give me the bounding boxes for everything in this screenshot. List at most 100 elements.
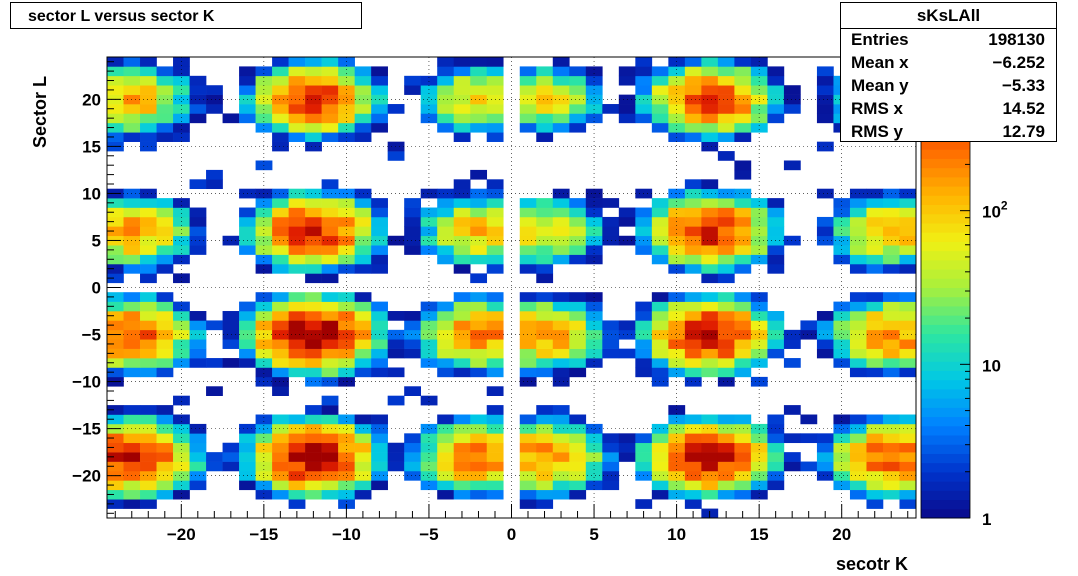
heatmap-cell <box>816 216 834 227</box>
palette-swatch <box>921 296 970 307</box>
palette-swatch <box>921 370 970 381</box>
heatmap-cell <box>305 66 322 77</box>
heatmap-cell <box>651 339 669 349</box>
heatmap-cell <box>701 216 719 227</box>
heatmap-cell <box>882 339 900 349</box>
heatmap-cell <box>107 320 124 331</box>
heatmap-cell <box>552 348 570 359</box>
heatmap-cell <box>420 452 438 462</box>
heatmap-cell <box>882 198 900 208</box>
heatmap-cell <box>107 311 124 321</box>
heatmap-cell <box>882 263 900 274</box>
heatmap-cell <box>717 414 735 425</box>
heatmap-cell <box>486 66 504 77</box>
heatmap-cell <box>486 442 504 453</box>
heatmap-cell <box>635 226 653 237</box>
heatmap-cell <box>866 489 884 500</box>
heatmap-cell <box>536 254 554 265</box>
heatmap-cell <box>800 414 818 425</box>
heatmap-cell <box>387 235 405 246</box>
heatmap-cell <box>107 405 124 415</box>
heatmap-cell <box>470 292 488 302</box>
heatmap-cell <box>668 235 686 246</box>
heatmap-cell <box>453 358 471 368</box>
heatmap-cell <box>651 470 669 481</box>
heatmap-cell <box>437 358 455 368</box>
heatmap-cell <box>602 480 620 491</box>
heatmap-cell <box>519 489 537 500</box>
heatmap-cell <box>288 188 306 199</box>
heatmap-cell <box>305 470 322 481</box>
heatmap-cell <box>239 104 256 114</box>
heatmap-cell <box>321 94 339 105</box>
heatmap-cell <box>552 489 570 500</box>
heatmap-cell <box>189 235 207 246</box>
heatmap-cell <box>173 339 190 349</box>
heatmap-cell <box>371 245 388 255</box>
heatmap-cell <box>305 226 322 237</box>
heatmap-cell <box>206 179 223 190</box>
heatmap-cell <box>899 461 917 472</box>
heatmap-cell <box>272 470 289 481</box>
heatmap-cell <box>140 367 157 378</box>
heatmap-cell <box>453 132 471 142</box>
heatmap-cell <box>321 311 339 321</box>
heatmap-cell <box>288 311 306 321</box>
heatmap-cell <box>684 75 702 86</box>
heatmap-cell <box>156 311 174 321</box>
heatmap-cell <box>750 66 768 77</box>
heatmap-cell <box>321 452 339 462</box>
heatmap-cell <box>453 452 471 462</box>
heatmap-cell <box>305 113 322 124</box>
heatmap-cell <box>519 85 537 95</box>
heatmap-cell <box>387 104 405 114</box>
heatmap-cell <box>305 85 322 95</box>
heatmap-cell <box>734 207 752 218</box>
heatmap-cell <box>420 207 438 218</box>
stats-box: sKsLAll Entries 198130 Mean x −6.252 Mea… <box>840 2 1057 142</box>
heatmap-cell <box>899 358 917 368</box>
heatmap-cell <box>569 452 587 462</box>
heatmap-cell <box>453 423 471 434</box>
heatmap-cell <box>816 104 834 114</box>
heatmap-cell <box>404 339 421 349</box>
heatmap-cell <box>585 461 603 472</box>
heatmap-cell <box>338 367 355 378</box>
heatmap-cell <box>701 461 719 472</box>
heatmap-cell <box>354 480 372 491</box>
heatmap-cell <box>684 442 702 453</box>
heatmap-cell <box>305 75 322 86</box>
heatmap-cell <box>866 216 884 227</box>
palette-swatch <box>921 278 970 288</box>
heatmap-cell <box>486 320 504 331</box>
heatmap-cell <box>701 141 719 152</box>
heatmap-cell <box>651 292 669 302</box>
heatmap-cell <box>206 452 223 462</box>
stats-value-rms-y: 12.79 <box>1002 122 1045 141</box>
heatmap-cell <box>734 169 752 180</box>
heatmap-cell <box>354 216 372 227</box>
heatmap-cell <box>222 235 240 246</box>
heatmap-cell <box>816 226 834 237</box>
heatmap-cell <box>272 104 289 114</box>
heatmap-cell <box>288 66 306 77</box>
heatmap-cell <box>519 75 537 86</box>
heatmap-cell <box>833 423 851 434</box>
y-axis-label: Sector L <box>30 76 50 148</box>
heatmap-cell <box>783 433 801 444</box>
heatmap-cell <box>552 414 570 425</box>
heatmap-cell <box>552 423 570 434</box>
heatmap-cell <box>684 245 702 255</box>
heatmap-cell <box>470 348 488 359</box>
heatmap-cell <box>701 235 719 246</box>
x-tick-label: −20 <box>167 525 196 544</box>
heatmap-cell <box>486 367 504 378</box>
heatmap-cell <box>816 470 834 481</box>
heatmap-cell <box>437 311 455 321</box>
heatmap-cell <box>734 339 752 349</box>
heatmap-cell <box>173 442 190 453</box>
heatmap-cell <box>173 85 190 95</box>
heatmap-cell <box>767 263 785 274</box>
heatmap-cell <box>569 226 587 237</box>
heatmap-cell <box>750 104 768 114</box>
